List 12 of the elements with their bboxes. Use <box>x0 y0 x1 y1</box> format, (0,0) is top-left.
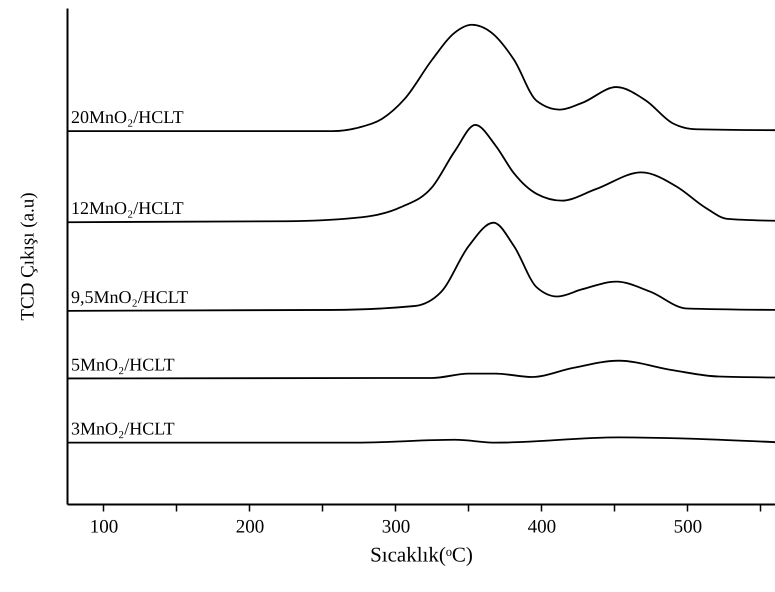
series-label: 9,5MnO₂/HCLT <box>71 286 188 307</box>
x-tick-label: 300 <box>382 516 410 538</box>
series-label: 3MnO₂/HCLT <box>71 418 175 439</box>
x-tick-label: 200 <box>236 516 264 538</box>
series-label: 5MnO₂/HCLT <box>71 354 175 374</box>
series-label: 12MnO₂/HCLT <box>71 198 184 218</box>
series-label: 20MnO₂/HCLT <box>71 107 184 128</box>
x-tick-label: 400 <box>528 516 556 538</box>
x-tick-label: 500 <box>674 516 702 538</box>
y-axis-title: TCD Çıkışı (a.u) <box>18 192 38 321</box>
x-tick-label: 100 <box>90 516 118 538</box>
x-axis-title: Sıcaklık(ᵒC) <box>370 542 473 566</box>
